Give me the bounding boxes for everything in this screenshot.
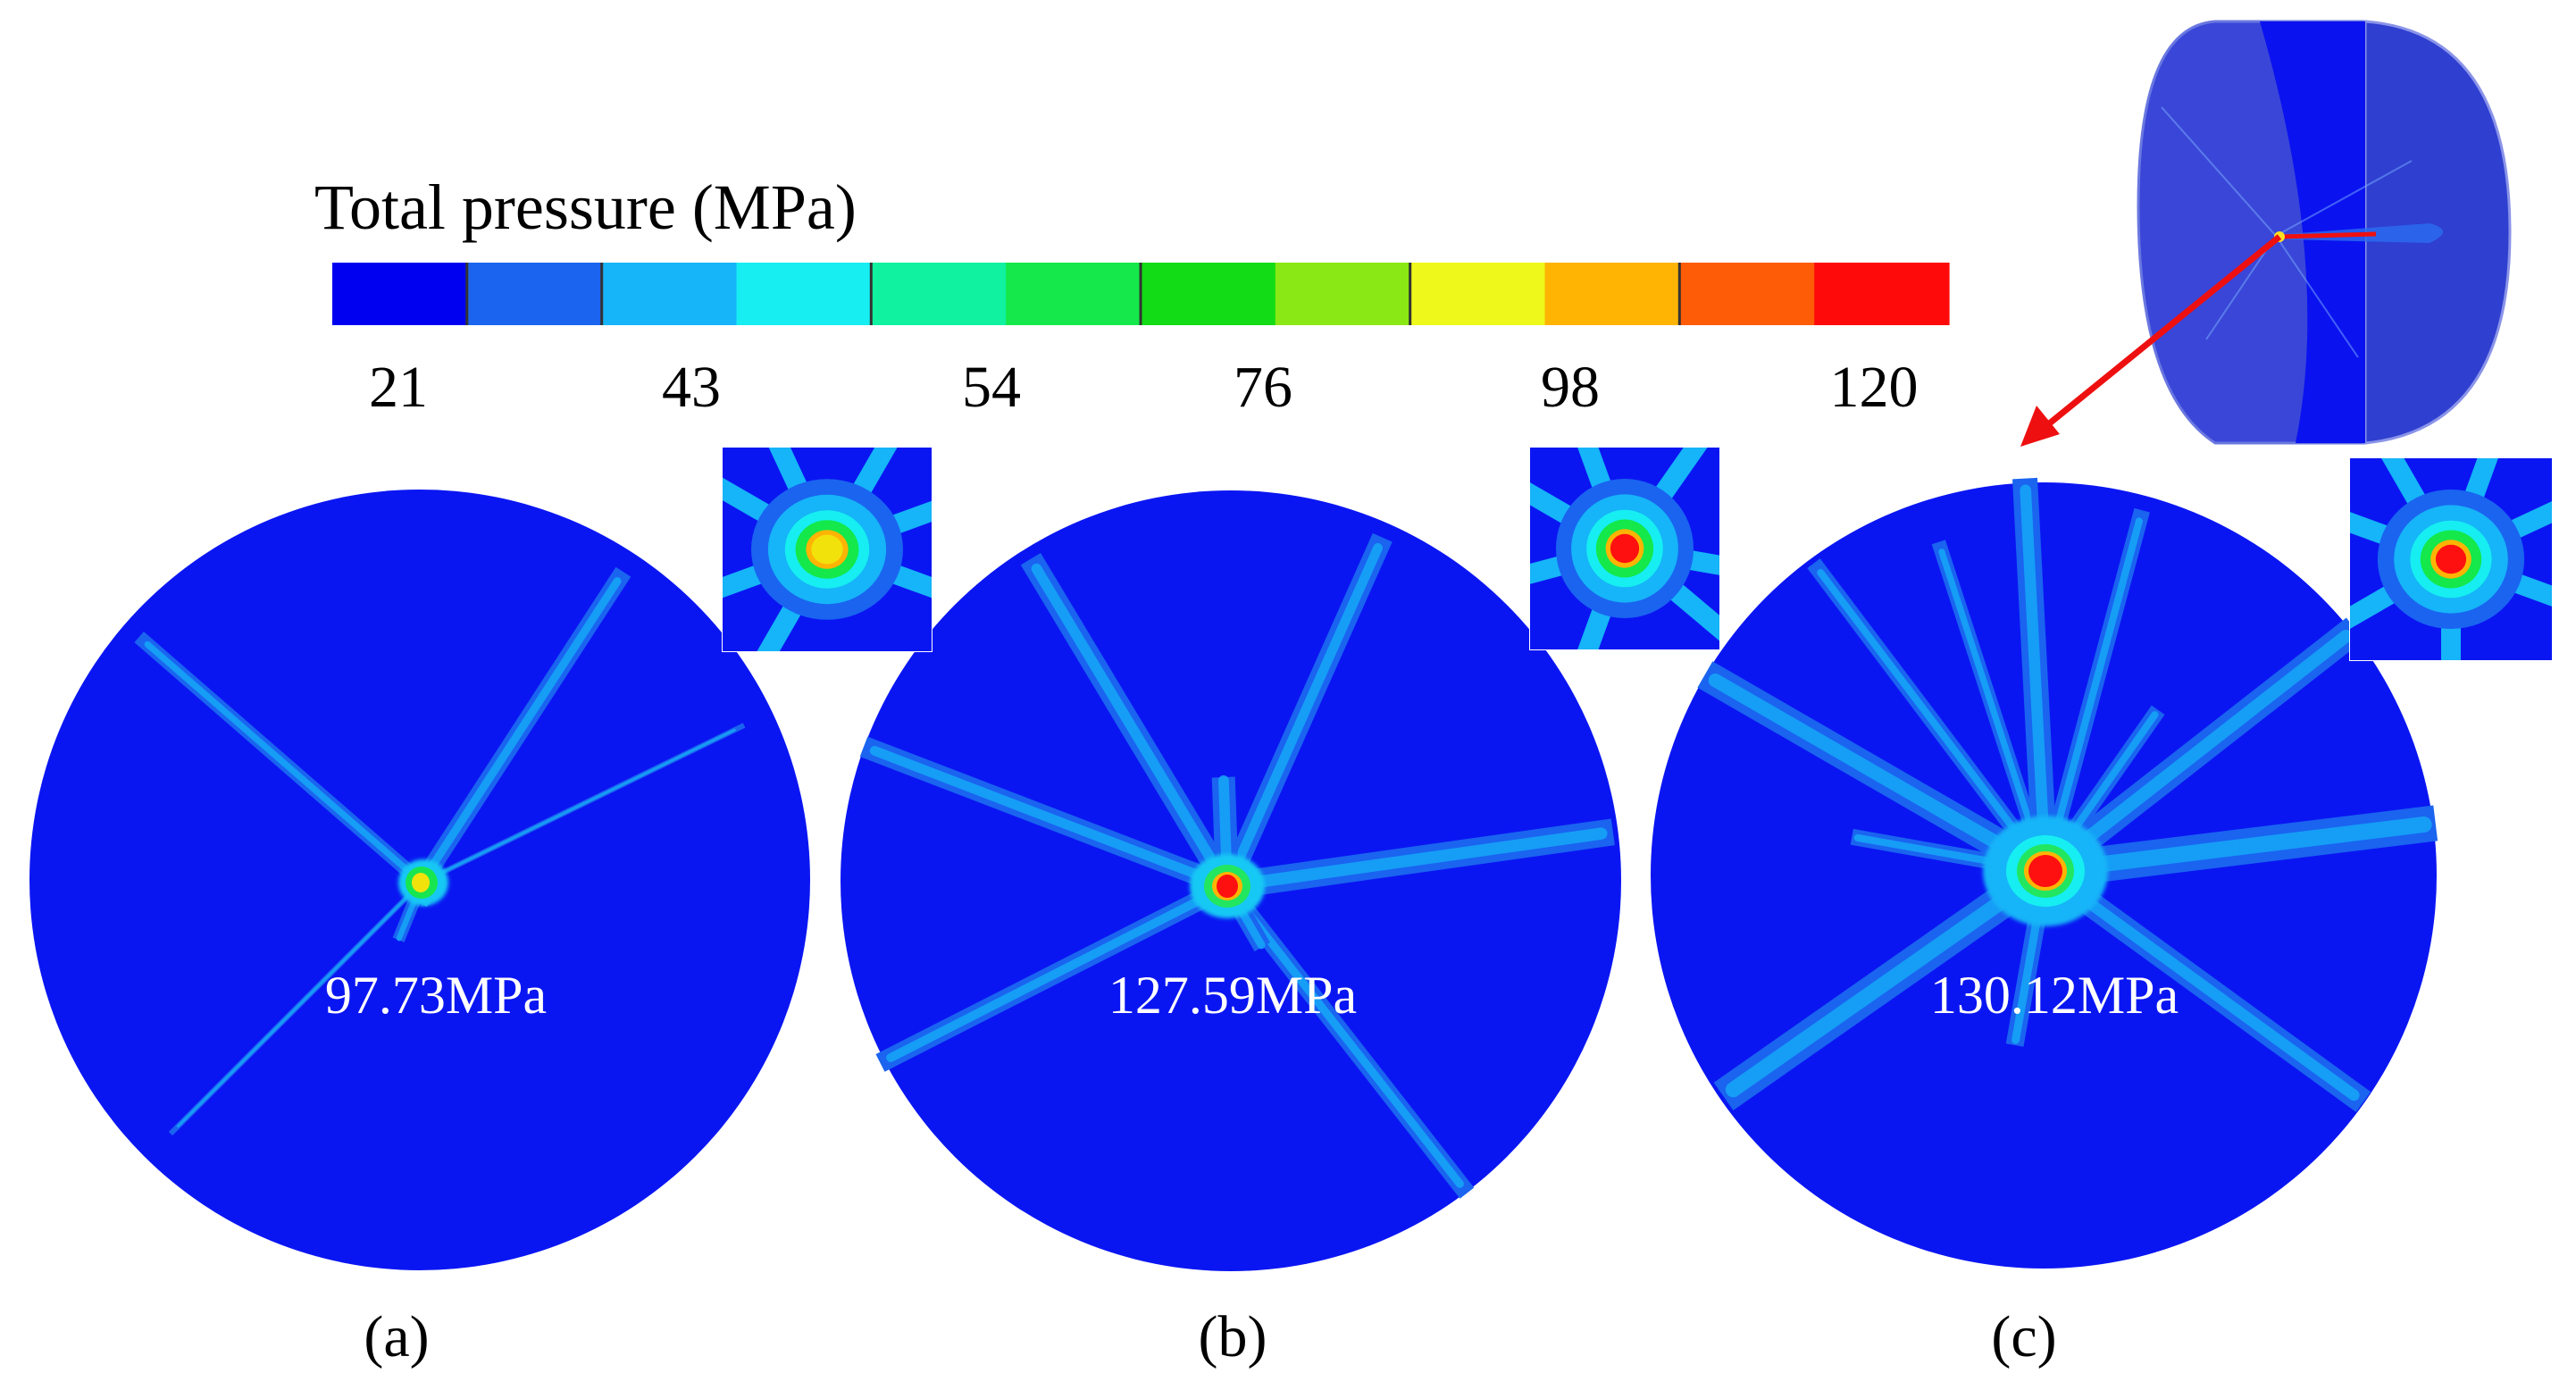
panel-label-a: (a): [364, 1304, 429, 1369]
hotspot-c: [1983, 816, 2108, 926]
colorbar-bin: [1275, 263, 1410, 325]
cylinder-schematic: [2020, 21, 2510, 447]
inset-contour: [1610, 534, 1639, 563]
colorbar-bin: [332, 263, 467, 325]
colorbar-bin: [1814, 263, 1949, 325]
colorbar-bin: [871, 263, 1006, 325]
colorbar-tick-label: 76: [1234, 355, 1292, 420]
colorbar-bin: [737, 263, 872, 325]
pressure-figure: Total pressure (MPa) 21 43 54 76 98 120: [0, 0, 2576, 1390]
inset-contour: [811, 535, 842, 565]
panel-label-c: (c): [1991, 1304, 2056, 1369]
colorbar-bin: [1141, 263, 1275, 325]
hotspot-a: [398, 859, 448, 906]
colorbar-title: Total pressure (MPa): [314, 172, 857, 243]
colorbar-tick-label: 21: [369, 355, 428, 420]
panel-a: 97.73MPa (a): [29, 490, 810, 1369]
panel-c: 130.12MPa (c): [1651, 479, 2437, 1369]
colorbar-tick-label: 54: [962, 355, 1021, 420]
colorbar-bin: [1410, 263, 1545, 325]
colorbar-bin: [602, 263, 737, 325]
peak-pressure-c: 130.12MPa: [1930, 966, 2179, 1025]
colorbar: [332, 263, 1950, 325]
peak-pressure-b: 127.59MPa: [1108, 966, 1357, 1025]
colorbar-bin: [1545, 263, 1680, 325]
colorbar-tick-labels: 21 43 54 76 98 120: [369, 355, 1919, 420]
colorbar-legend: Total pressure (MPa) 21 43 54 76 98 120: [314, 172, 1950, 420]
panel-label-b: (b): [1199, 1304, 1267, 1369]
peak-pressure-a: 97.73MPa: [325, 966, 547, 1025]
panel-b: 127.59MPa (b): [841, 490, 1621, 1369]
colorbar-bin: [1679, 263, 1814, 325]
colorbar-tick-label: 120: [1830, 355, 1919, 420]
inset-contour: [2436, 545, 2466, 574]
colorbar-bin: [467, 263, 602, 325]
hotspot-b: [1190, 854, 1265, 918]
colorbar-tick-label: 98: [1541, 355, 1600, 420]
colorbar-bin: [1006, 263, 1141, 325]
colorbar-tick-label: 43: [662, 355, 721, 420]
